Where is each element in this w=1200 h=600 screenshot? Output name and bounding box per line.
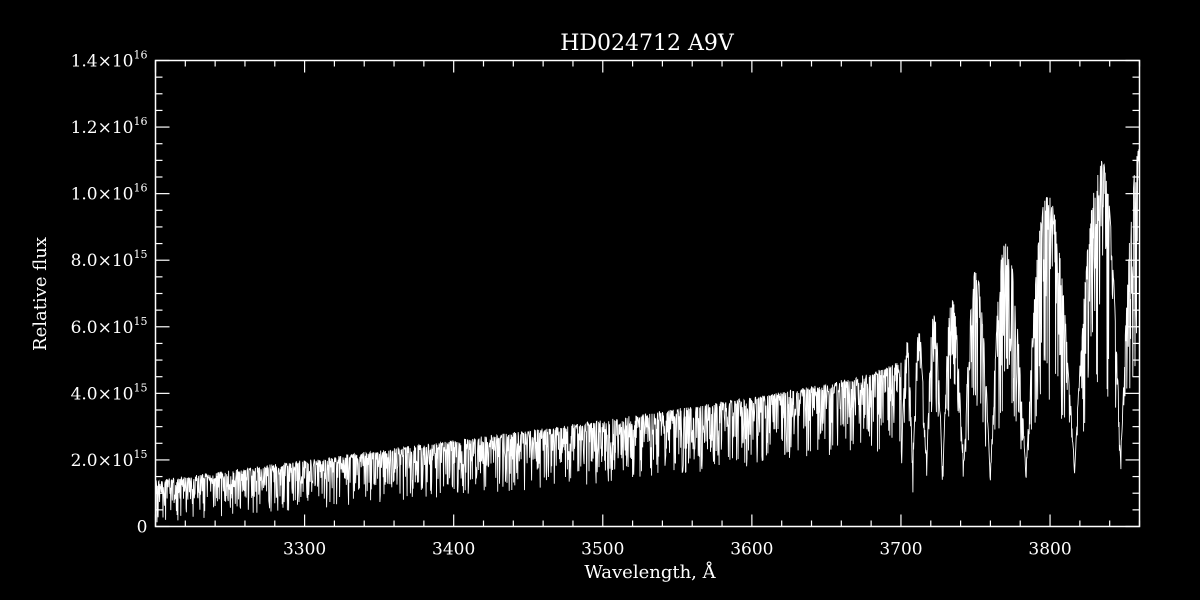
x-tick-label: 3500 — [581, 540, 624, 560]
y-tick-label: 1.2×1016 — [71, 115, 148, 138]
y-tick-label: 1.4×1016 — [71, 49, 148, 72]
y-tick-label: 2.0×1015 — [71, 448, 148, 471]
y-tick-label: 8.0×1015 — [71, 248, 148, 271]
x-tick-label: 3700 — [879, 540, 922, 560]
y-tick-label: 6.0×1015 — [71, 315, 148, 338]
y-tick-label: 4.0×1015 — [71, 381, 148, 404]
plot-frame — [154, 59, 1141, 528]
x-tick-label: 3300 — [283, 540, 326, 560]
y-axis-label: Relative flux — [30, 237, 51, 351]
spectrum-series-line — [155, 149, 1140, 523]
x-tick-label: 3400 — [432, 540, 475, 560]
x-tick-label: 3800 — [1028, 540, 1071, 560]
chart-title: HD024712 A9V — [560, 31, 735, 56]
y-tick-label: 0 — [137, 518, 148, 538]
y-tick-label: 1.0×1016 — [71, 182, 148, 205]
x-axis-label: Wavelength, Å — [584, 561, 716, 583]
x-tick-label: 3600 — [730, 540, 773, 560]
